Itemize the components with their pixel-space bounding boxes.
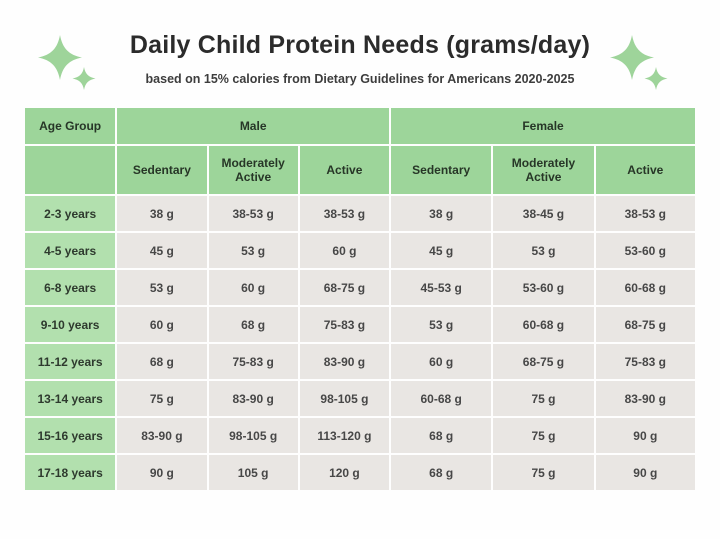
protein-value-cell: 60 g [117,307,207,342]
protein-value-cell: 53 g [493,233,594,268]
protein-value-cell: 53-60 g [493,270,594,305]
age-group-label: 4-5 years [25,233,116,268]
page-subtitle: based on 15% calories from Dietary Guide… [145,72,575,86]
female-sedentary-header: Sedentary [391,146,492,194]
female-moderately-active-header: Moderately Active [493,146,594,194]
protein-value-cell: 38 g [117,196,207,231]
table-row: 6-8 years 53 g 60 g 68-75 g 45-53 g 53-60 g 60… [25,270,695,305]
table-body: 2-3 years 38 g 38-53 g 38-53 g 38 g 38-45 g 38… [25,196,695,490]
table-group-header-row: Age Group Male Female [25,108,695,144]
protein-value-cell: 38-53 g [595,196,695,231]
protein-value-cell: 68 g [391,455,492,490]
protein-value-cell: 68-75 g [299,270,390,305]
age-group-header: Age Group [25,108,116,144]
protein-value-cell: 45 g [391,233,492,268]
protein-value-cell: 75-83 g [299,307,390,342]
protein-value-cell: 68 g [391,418,492,453]
protein-value-cell: 83-90 g [595,381,695,416]
protein-value-cell: 68 g [208,307,298,342]
protein-value-cell: 53 g [208,233,298,268]
protein-value-cell: 83-90 g [208,381,298,416]
protein-value-cell: 53 g [117,270,207,305]
protein-value-cell: 38-53 g [208,196,298,231]
protein-value-cell: 45 g [117,233,207,268]
sparkle-icon [37,33,107,95]
protein-value-cell: 120 g [299,455,390,490]
male-sedentary-header: Sedentary [117,146,207,194]
male-group-header: Male [117,108,390,144]
protein-value-cell: 38 g [391,196,492,231]
protein-value-cell: 68-75 g [493,344,594,379]
male-active-header: Active [299,146,390,194]
protein-value-cell: 113-120 g [299,418,390,453]
protein-value-cell: 98-105 g [299,381,390,416]
protein-value-cell: 38-53 g [299,196,390,231]
table-row: 11-12 years 68 g 75-83 g 83-90 g 60 g 68-75 g… [25,344,695,379]
table-row: 4-5 years 45 g 53 g 60 g 45 g 53 g 53-60 g [25,233,695,268]
female-group-header: Female [391,108,695,144]
protein-value-cell: 60-68 g [493,307,594,342]
protein-value-cell: 68-75 g [595,307,695,342]
protein-value-cell: 53-60 g [595,233,695,268]
page-title: Daily Child Protein Needs (grams/day) [129,31,591,59]
protein-needs-table: Age Group Male Female Sedentary Moderate… [23,106,697,492]
protein-value-cell: 60 g [208,270,298,305]
table-row: 17-18 years 90 g 105 g 120 g 68 g 75 g 90 g [25,455,695,490]
protein-value-cell: 75-83 g [208,344,298,379]
sparkle-icon [606,33,676,95]
table-row: 13-14 years 75 g 83-90 g 98-105 g 60-68 g 75 … [25,381,695,416]
protein-value-cell: 75 g [493,455,594,490]
age-group-label: 13-14 years [25,381,116,416]
table-row: 9-10 years 60 g 68 g 75-83 g 53 g 60-68 g 68-7… [25,307,695,342]
protein-value-cell: 60 g [299,233,390,268]
page-header: Daily Child Protein Needs (grams/day) ba… [0,0,720,90]
protein-value-cell: 83-90 g [117,418,207,453]
protein-value-cell: 98-105 g [208,418,298,453]
table-row: 2-3 years 38 g 38-53 g 38-53 g 38 g 38-45 g 38… [25,196,695,231]
protein-value-cell: 90 g [595,418,695,453]
protein-value-cell: 83-90 g [299,344,390,379]
protein-value-cell: 60-68 g [391,381,492,416]
age-group-label: 6-8 years [25,270,116,305]
age-group-label: 17-18 years [25,455,116,490]
protein-value-cell: 60-68 g [595,270,695,305]
protein-value-cell: 45-53 g [391,270,492,305]
age-group-spacer-cell [25,146,116,194]
protein-value-cell: 75 g [117,381,207,416]
protein-value-cell: 105 g [208,455,298,490]
protein-value-cell: 38-45 g [493,196,594,231]
protein-value-cell: 53 g [391,307,492,342]
age-group-label: 9-10 years [25,307,116,342]
female-active-header: Active [595,146,695,194]
table-sub-header-row: Sedentary Moderately Active Active Seden… [25,146,695,194]
age-group-label: 15-16 years [25,418,116,453]
protein-value-cell: 75 g [493,418,594,453]
age-group-label: 11-12 years [25,344,116,379]
protein-value-cell: 68 g [117,344,207,379]
protein-value-cell: 90 g [117,455,207,490]
protein-value-cell: 60 g [391,344,492,379]
protein-value-cell: 75 g [493,381,594,416]
age-group-label: 2-3 years [25,196,116,231]
protein-value-cell: 90 g [595,455,695,490]
male-moderately-active-header: Moderately Active [208,146,298,194]
protein-value-cell: 75-83 g [595,344,695,379]
